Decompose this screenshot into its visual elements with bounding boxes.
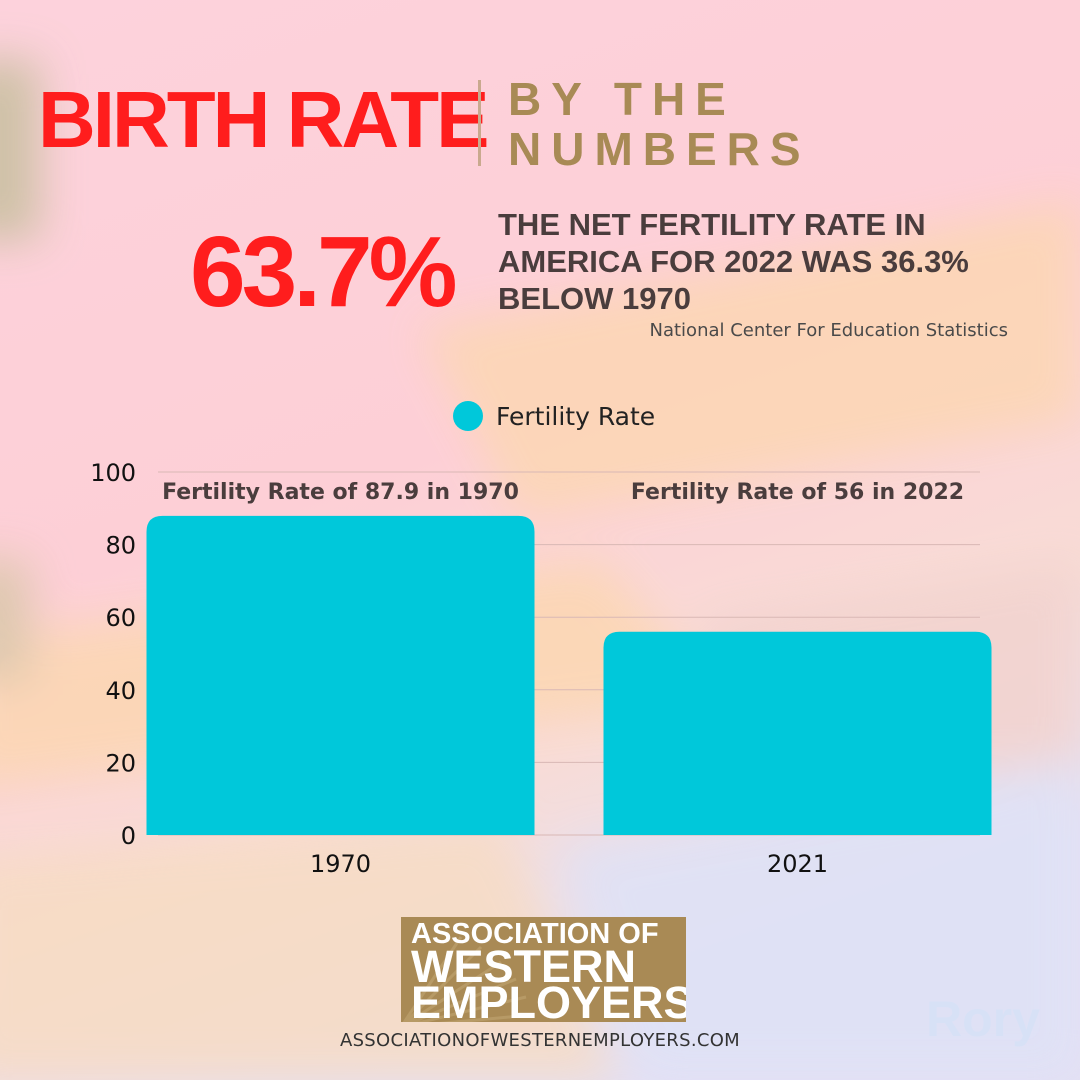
subtitle-line-2: NUMBERS xyxy=(508,123,811,175)
page-subtitle: BY THE NUMBERS xyxy=(508,74,811,174)
logo-wordmark: ASSOCIATION OF WESTERN EMPLOYERS xyxy=(411,918,686,1022)
y-tick-label: 100 xyxy=(90,459,136,487)
x-tick-label: 2021 xyxy=(767,850,828,878)
y-tick-label: 60 xyxy=(105,604,136,632)
legend-label: Fertility Rate xyxy=(496,402,655,431)
logo-rays-icon xyxy=(402,936,532,1022)
logo-line-3: EMPLOYERS xyxy=(411,977,686,1022)
page-title: BIRTH RATE xyxy=(38,75,489,164)
y-axis: 0 20 40 60 80 100 xyxy=(90,459,136,850)
title-divider xyxy=(478,80,481,166)
y-tick-label: 0 xyxy=(121,822,136,850)
y-tick-label: 20 xyxy=(105,749,136,777)
logo-line-1: ASSOCIATION OF xyxy=(411,918,659,950)
legend-swatch xyxy=(453,401,483,431)
y-tick-label: 40 xyxy=(105,677,136,705)
bar-2021 xyxy=(603,631,992,835)
y-tick-label: 80 xyxy=(105,532,136,560)
fertility-bar-chart: Fertility Rate 0 20 40 60 80 100 1970 2021 Fer… xyxy=(90,401,992,878)
logo-line-2: WESTERN xyxy=(411,941,636,992)
x-axis: 1970 2021 xyxy=(310,850,828,878)
stat-value: 63.7% xyxy=(190,216,458,328)
bar-annotation: Fertility Rate of 56 in 2022 xyxy=(631,480,964,505)
subtitle-line-1: BY THE xyxy=(508,73,736,125)
bar-1970 xyxy=(146,515,535,835)
awe-logo: ASSOCIATION OF WESTERN EMPLOYERS xyxy=(401,917,686,1022)
x-tick-label: 1970 xyxy=(310,850,371,878)
bar-annotation: Fertility Rate of 87.9 in 1970 xyxy=(162,480,519,505)
stat-description: THE NET FERTILITY RATE IN AMERICA FOR 20… xyxy=(498,207,969,316)
stat-source: National Center For Education Statistics xyxy=(649,320,1009,341)
chart-annotations: Fertility Rate of 87.9 in 1970 Fertility … xyxy=(162,480,964,505)
watermark: Rory xyxy=(926,991,1040,1047)
chart-bars xyxy=(146,515,992,835)
website-link[interactable]: ASSOCIATIONOFWESTERNEMPLOYERS.COM xyxy=(339,1030,741,1051)
chart-legend: Fertility Rate xyxy=(453,401,655,431)
